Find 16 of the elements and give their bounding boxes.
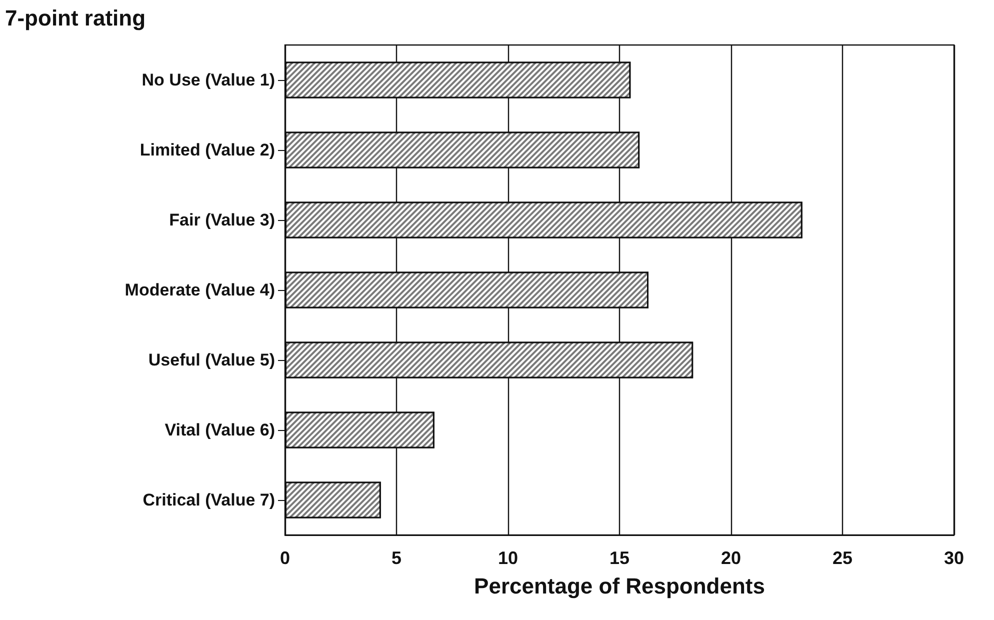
text: 7-point rating xyxy=(5,6,146,30)
y-tick-label: Critical (Value 7) xyxy=(142,490,275,510)
x-tick-label: 30 xyxy=(944,548,964,568)
x-tick-label: 5 xyxy=(391,548,402,568)
x-tick-label: 0 xyxy=(280,548,290,568)
y-tick-label: Moderate (Value 4) xyxy=(124,280,275,300)
y-tick-label: Limited (Value 2) xyxy=(140,140,275,160)
x-tick-label: 20 xyxy=(720,548,742,568)
y-tick-label: Fair (Value 3) xyxy=(169,210,275,230)
x-tick-label: 25 xyxy=(832,548,853,568)
y-tick-label: Vital (Value 6) xyxy=(164,420,275,440)
x-tick-label: 10 xyxy=(498,548,518,568)
y-tick-label: No Use (Value 1) xyxy=(142,70,275,90)
y-tick-label: Useful (Value 5) xyxy=(148,350,275,370)
x-axis-title: Percentage of Respondents xyxy=(474,574,765,598)
x-tick-label: 15 xyxy=(609,548,630,568)
